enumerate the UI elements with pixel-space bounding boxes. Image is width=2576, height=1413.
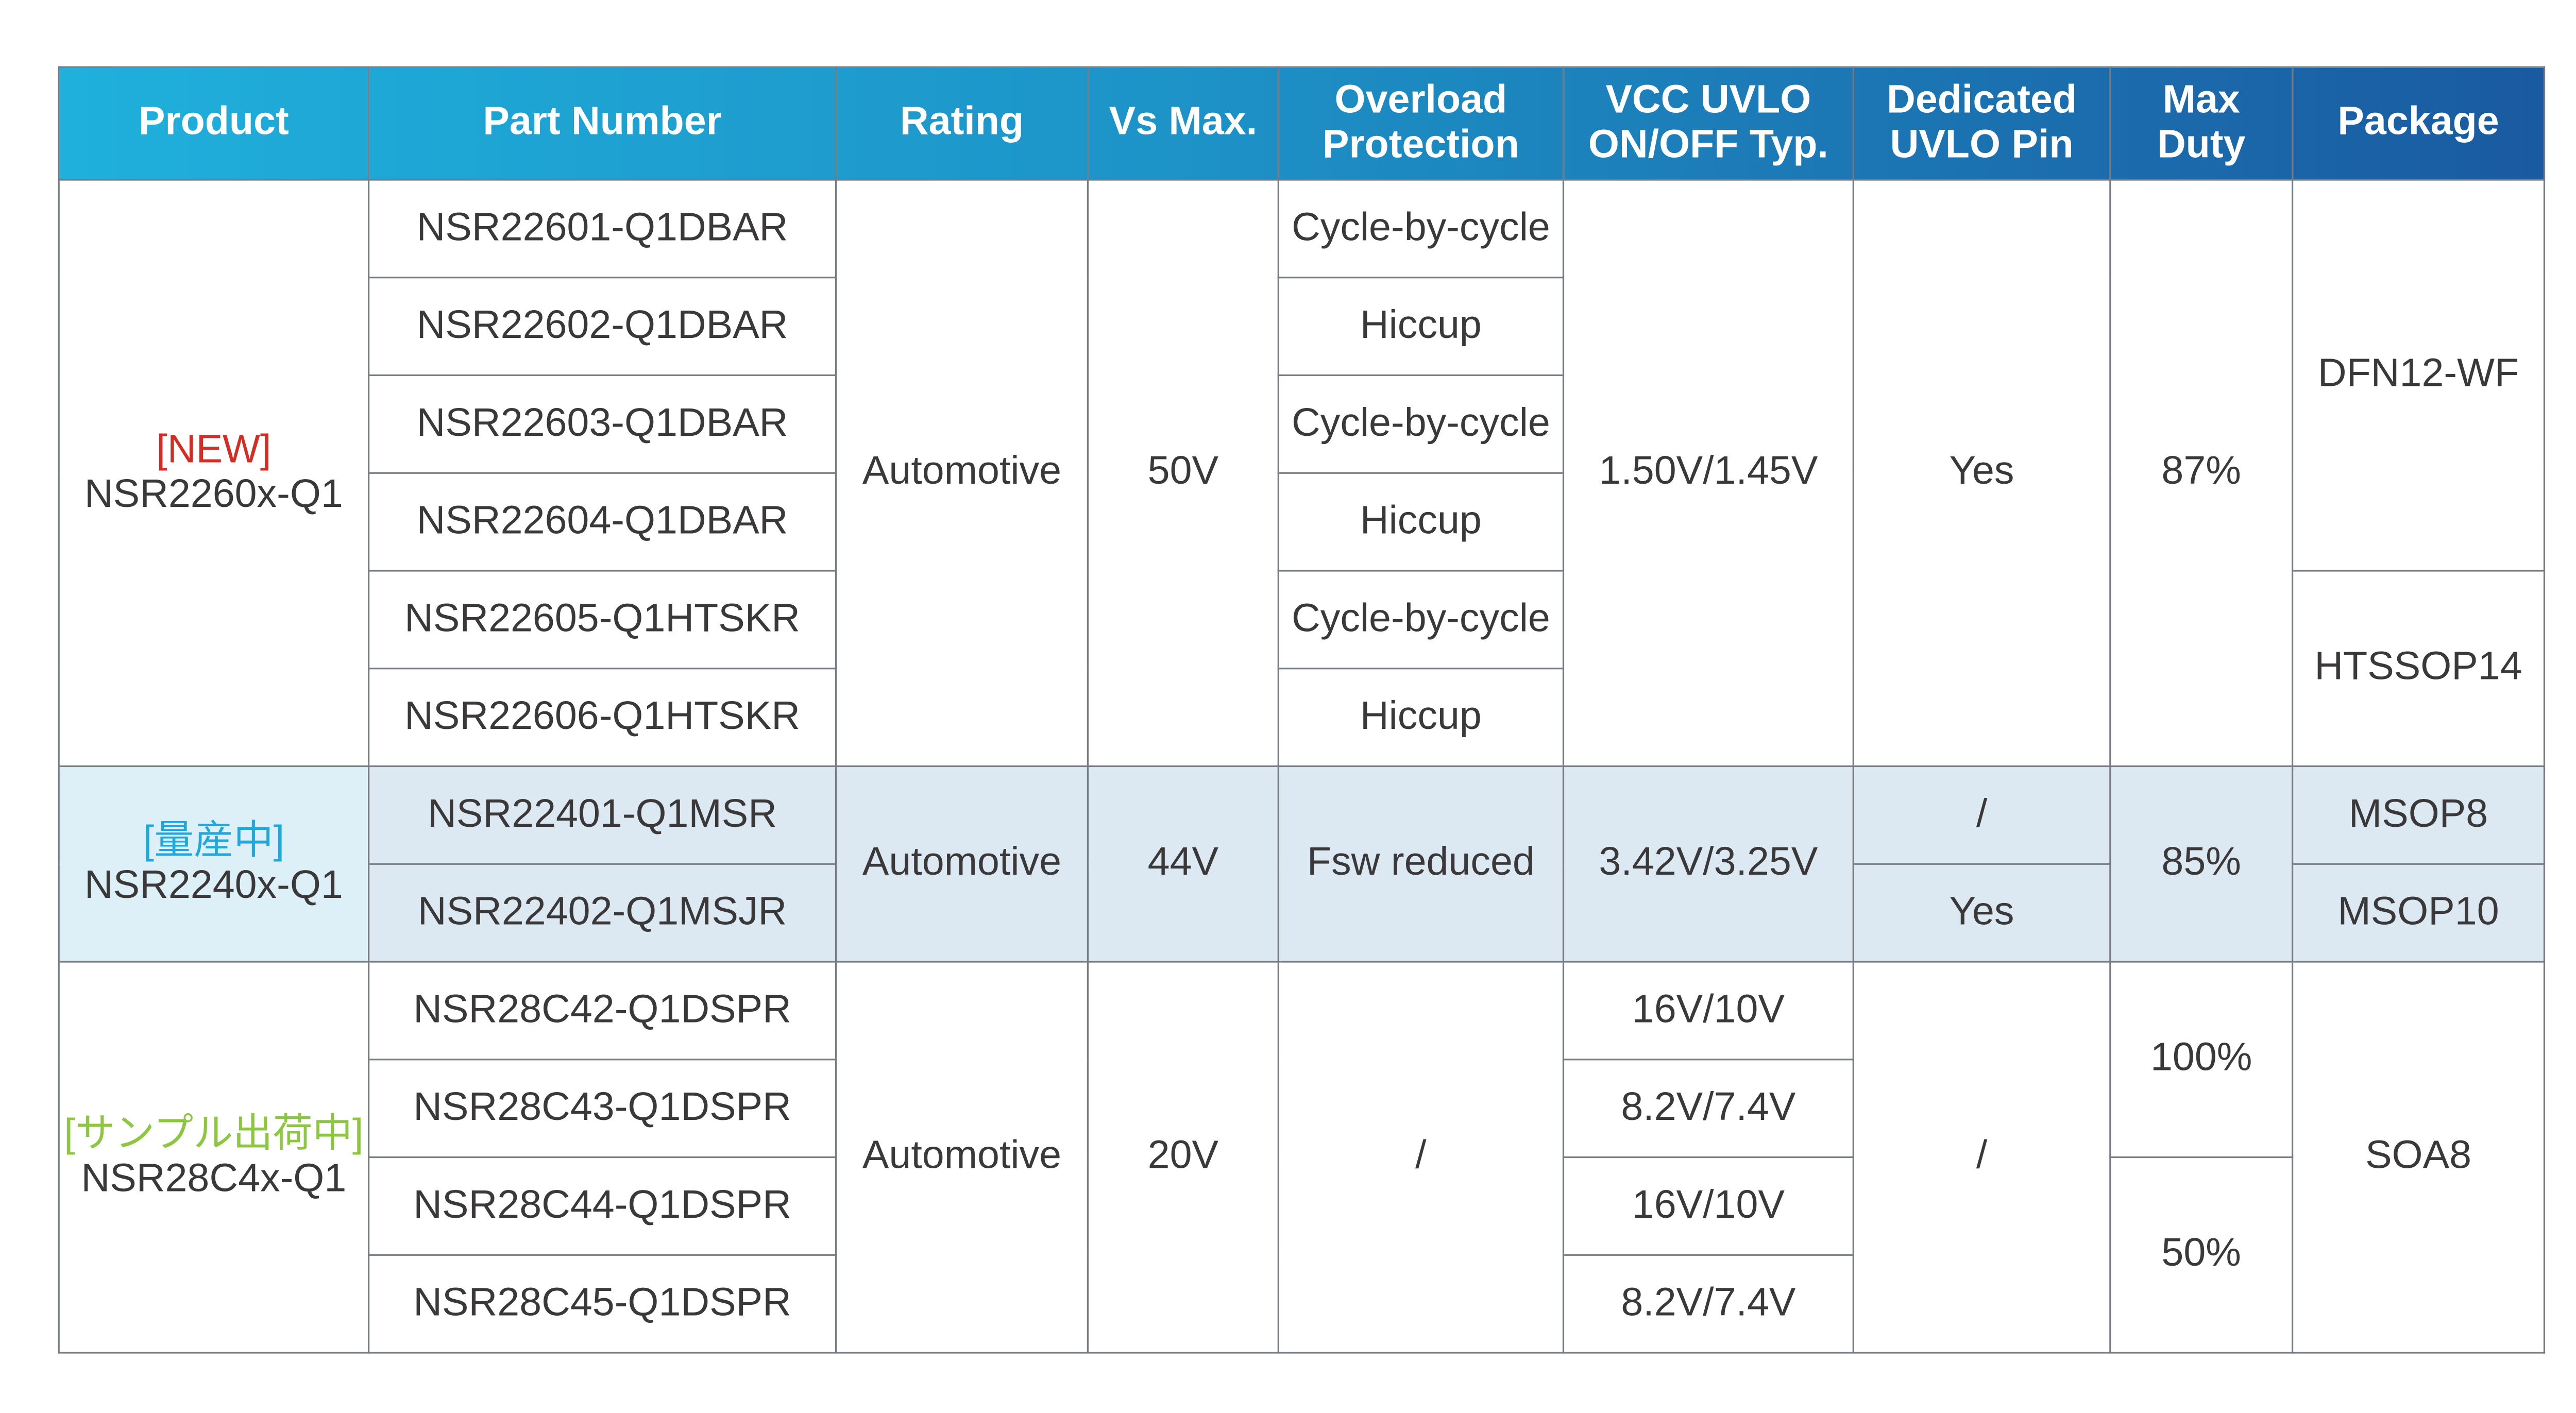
product-cell: [サンプル出荷中] NSR28C4x-Q1 [58, 961, 370, 1354]
table-row: [量産中] NSR2240x-Q1 NSR22401-Q1MSR Automot… [58, 765, 2546, 963]
overload-protection: Cycle-by-cycle [1277, 374, 1565, 474]
table-row: [サンプル出荷中] NSR28C4x-Q1 NSR28C42-Q1DSPR Au… [58, 961, 2546, 1354]
rating: Automotive [835, 765, 1089, 963]
uvlo-pin: Yes [1852, 179, 2111, 768]
vcc-uvlo: 16V/10V [1562, 961, 1854, 1061]
overload-protection: Cycle-by-cycle [1277, 179, 1565, 279]
product-cell: [量産中] NSR2240x-Q1 [58, 765, 370, 963]
overload-protection: Fsw reduced [1277, 765, 1565, 963]
package: DFN12-WF [2292, 179, 2546, 572]
part-number: NSR28C44-Q1DSPR [367, 1156, 837, 1256]
part-number: NSR22605-Q1HTSKR [367, 570, 837, 670]
part-number: NSR28C42-Q1DSPR [367, 961, 837, 1061]
product-cell: [NEW] NSR2260x-Q1 [58, 179, 370, 768]
vcc-uvlo: 8.2V/7.4V [1562, 1059, 1854, 1159]
vcc-uvlo: 8.2V/7.4V [1562, 1254, 1854, 1354]
vcc-uvlo: 1.50V/1.45V [1562, 179, 1854, 768]
header-dedicated-uvlo-pin: Dedicated UVLO Pin [1852, 66, 2111, 181]
product-name: NSR2260x-Q1 [84, 471, 343, 516]
table-row: NSR22605-Q1HTSKR Cycle-by-cycle HTSSOP14 [59, 570, 2546, 768]
vs-max: 50V [1087, 179, 1279, 768]
rating: Automotive [835, 179, 1089, 768]
package: MSOP8 [2292, 765, 2546, 865]
part-number: NSR22402-Q1MSJR [367, 863, 837, 963]
vcc-uvlo: 16V/10V [1562, 1156, 1854, 1256]
header-product: Product [58, 66, 370, 181]
package: SOA8 [2292, 961, 2546, 1354]
table-row: NSR22402-Q1MSJR Yes MSOP10 [59, 863, 2546, 963]
uvlo-pin: Yes [1852, 863, 2111, 963]
part-number: NSR28C45-Q1DSPR [367, 1254, 837, 1354]
part-number: NSR22601-Q1DBAR [367, 179, 837, 279]
table-row: NSR28C44-Q1DSPR 16V/10V 50% [59, 1156, 2544, 1354]
overload-protection: Hiccup [1277, 668, 1565, 768]
overload-protection: Hiccup [1277, 472, 1565, 572]
header-overload-protection: Overload Protection [1277, 66, 1565, 181]
overload-protection: / [1277, 961, 1565, 1354]
vcc-uvlo: 3.42V/3.25V [1562, 765, 1854, 963]
max-duty: 87% [2109, 179, 2294, 768]
status-tag: [サンプル出荷中] [64, 1111, 364, 1156]
overload-protection: Hiccup [1277, 277, 1565, 377]
part-number: NSR28C43-Q1DSPR [367, 1059, 837, 1159]
header-part-number: Part Number [367, 66, 837, 181]
part-number: NSR22603-Q1DBAR [367, 374, 837, 474]
max-duty: 100% [2109, 961, 2294, 1159]
table-row: NSR22602-Q1DBAR Hiccup [59, 277, 2544, 377]
product-comparison-table: Product Part Number Rating Vs Max. Overl… [58, 66, 2546, 1354]
package: MSOP10 [2292, 863, 2546, 963]
product-name: NSR28C4x-Q1 [81, 1155, 347, 1201]
part-number: NSR22401-Q1MSR [367, 765, 837, 865]
header-vs-max: Vs Max. [1087, 66, 1279, 181]
table-row: NSR22606-Q1HTSKR Hiccup [59, 668, 2544, 768]
table-row: NSR22604-Q1DBAR Hiccup [59, 472, 2544, 572]
table-row: NSR28C43-Q1DSPR 8.2V/7.4V [59, 1059, 2544, 1159]
table-row: NSR22603-Q1DBAR Cycle-by-cycle [59, 374, 2544, 474]
header-package: Package [2292, 66, 2546, 181]
part-number: NSR22602-Q1DBAR [367, 277, 837, 377]
header-vcc-uvlo: VCC UVLO ON/OFF Typ. [1562, 66, 1854, 181]
overload-protection: Cycle-by-cycle [1277, 570, 1565, 670]
vs-max: 20V [1087, 961, 1279, 1354]
header-row: Product Part Number Rating Vs Max. Overl… [58, 66, 2546, 181]
table-row: NSR28C45-Q1DSPR 8.2V/7.4V [59, 1254, 2544, 1354]
status-tag: [量産中] [143, 818, 285, 863]
table-row: [NEW] NSR2260x-Q1 NSR22601-Q1DBAR Automo… [58, 179, 2546, 768]
package: HTSSOP14 [2292, 570, 2546, 768]
rating: Automotive [835, 961, 1089, 1354]
uvlo-pin: / [1852, 765, 2111, 865]
max-duty: 85% [2109, 765, 2294, 963]
status-tag: [NEW] [156, 427, 272, 472]
header-rating: Rating [835, 66, 1089, 181]
header-max-duty: Max Duty [2109, 66, 2294, 181]
part-number: NSR22606-Q1HTSKR [367, 668, 837, 768]
max-duty: 50% [2109, 1156, 2294, 1354]
uvlo-pin: / [1852, 961, 2111, 1354]
part-number: NSR22604-Q1DBAR [367, 472, 837, 572]
vs-max: 44V [1087, 765, 1279, 963]
product-name: NSR2240x-Q1 [84, 862, 343, 907]
